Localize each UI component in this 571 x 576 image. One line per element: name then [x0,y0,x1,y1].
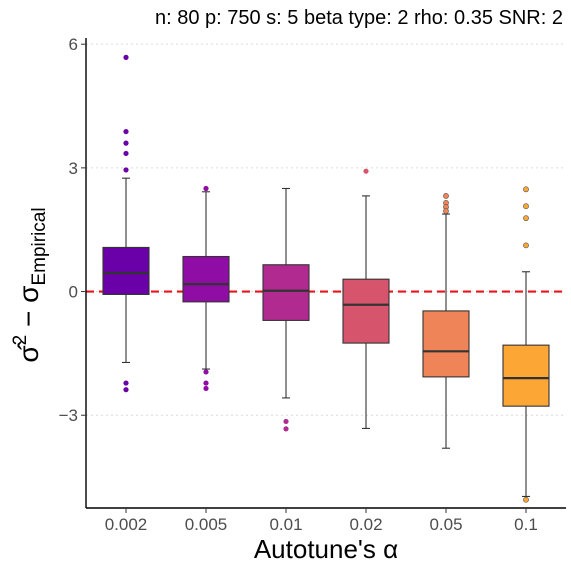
axes-group: 6 3 0 −3 0.002 0.005 0.01 0.02 0.05 0.1 [59,35,566,534]
outlier-point [523,242,529,249]
box-iqr [182,255,230,303]
outlier-point [443,208,449,215]
outlier-point [123,140,129,146]
box-group-0.05 [422,193,470,449]
outlier-point [363,168,369,174]
box-group-0.02 [342,168,390,429]
box-iqr [422,310,470,378]
box-iqr [342,278,390,344]
outlier-point [523,215,529,222]
outlier-point [123,54,129,60]
outlier-point [203,385,209,392]
outlier-point [123,128,129,135]
y-axis-label-sub: Empirical [29,207,50,285]
outlier-point [123,387,129,393]
outlier-point [283,418,289,425]
outlier-point [203,380,209,386]
outlier-point [283,426,289,432]
x-tick-label: 0.002 [105,515,148,534]
x-tick-label: 0.02 [349,515,382,534]
outlier-point [523,203,529,210]
box-group-0.002 [102,54,150,393]
box-iqr [102,246,150,295]
x-tick-label: 0.05 [429,515,462,534]
outlier-point [523,186,529,193]
x-tick-label: 0.005 [185,515,228,534]
y-tick-label: 6 [69,35,78,54]
outlier-point [123,380,129,386]
y-axis-label-sup: 2 [10,335,31,346]
x-tick-label: 0.1 [514,515,538,534]
box-iqr [502,344,550,407]
boxes-group [102,54,550,503]
y-axis-label-sep: − σ [13,286,44,335]
outlier-point [443,193,449,199]
y-axis-label-sigma-hat: σ̂ [13,340,44,362]
outlier-point [523,496,529,503]
chart-title: n: 80 p: 750 s: 5 beta type: 2 rho: 0.35… [155,7,563,29]
box-iqr [262,264,310,321]
y-tick-label: −3 [59,406,78,425]
y-tick-label: 3 [69,159,78,178]
box-group-0.1 [502,186,550,503]
outlier-point [203,185,209,192]
outlier-point [123,167,129,173]
y-tick-label: 0 [69,283,78,302]
box-group-0.005 [182,185,230,392]
y-axis-label: σ̂2 − σEmpirical [10,207,50,362]
x-axis-label: Autotune's α [254,534,398,564]
outlier-point [123,150,129,157]
box-group-0.01 [262,187,310,432]
outlier-point [203,369,209,375]
x-tick-label: 0.01 [269,515,302,534]
